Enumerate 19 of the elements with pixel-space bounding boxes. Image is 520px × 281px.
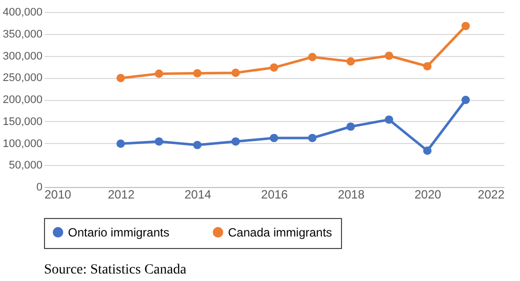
y-tick-label: 400,000 <box>2 6 42 18</box>
x-tick-label: 2020 <box>414 188 442 202</box>
x-tick-label: 2012 <box>108 188 135 202</box>
y-tick-label: 150,000 <box>2 116 42 128</box>
x-tick-label: 2018 <box>338 188 365 202</box>
y-tick-label: 50,000 <box>8 160 42 172</box>
x-tick-label: 2016 <box>261 188 288 202</box>
y-tick-label: 350,000 <box>2 28 42 40</box>
x-tick-label: 2010 <box>44 188 72 202</box>
legend-label: Canada immigrants <box>228 225 332 240</box>
source-note: Source: Statistics Canada <box>44 262 188 278</box>
x-tick-label: 2014 <box>184 188 212 202</box>
y-tick-label: 200,000 <box>2 94 42 106</box>
legend-label: Ontario immigrants <box>68 225 170 240</box>
y-tick-label: 0 <box>36 182 42 194</box>
y-tick-label: 300,000 <box>2 50 42 62</box>
y-tick-label: 250,000 <box>2 72 42 84</box>
y-tick-label: 100,000 <box>2 138 42 150</box>
x-tick-label: 2022 <box>478 188 505 202</box>
